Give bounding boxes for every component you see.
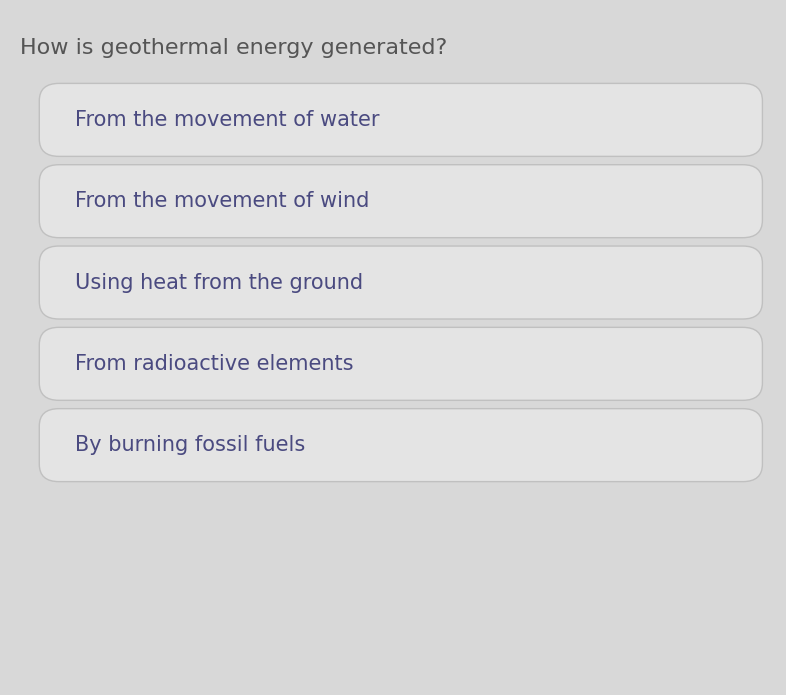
Text: How is geothermal energy generated?: How is geothermal energy generated?: [20, 38, 447, 58]
FancyBboxPatch shape: [39, 246, 762, 319]
FancyBboxPatch shape: [39, 409, 762, 482]
FancyBboxPatch shape: [39, 165, 762, 238]
Text: From the movement of water: From the movement of water: [75, 110, 379, 130]
FancyBboxPatch shape: [39, 83, 762, 156]
Text: From the movement of wind: From the movement of wind: [75, 191, 369, 211]
FancyBboxPatch shape: [39, 327, 762, 400]
Text: By burning fossil fuels: By burning fossil fuels: [75, 435, 305, 455]
Text: Using heat from the ground: Using heat from the ground: [75, 272, 363, 293]
Text: From radioactive elements: From radioactive elements: [75, 354, 353, 374]
